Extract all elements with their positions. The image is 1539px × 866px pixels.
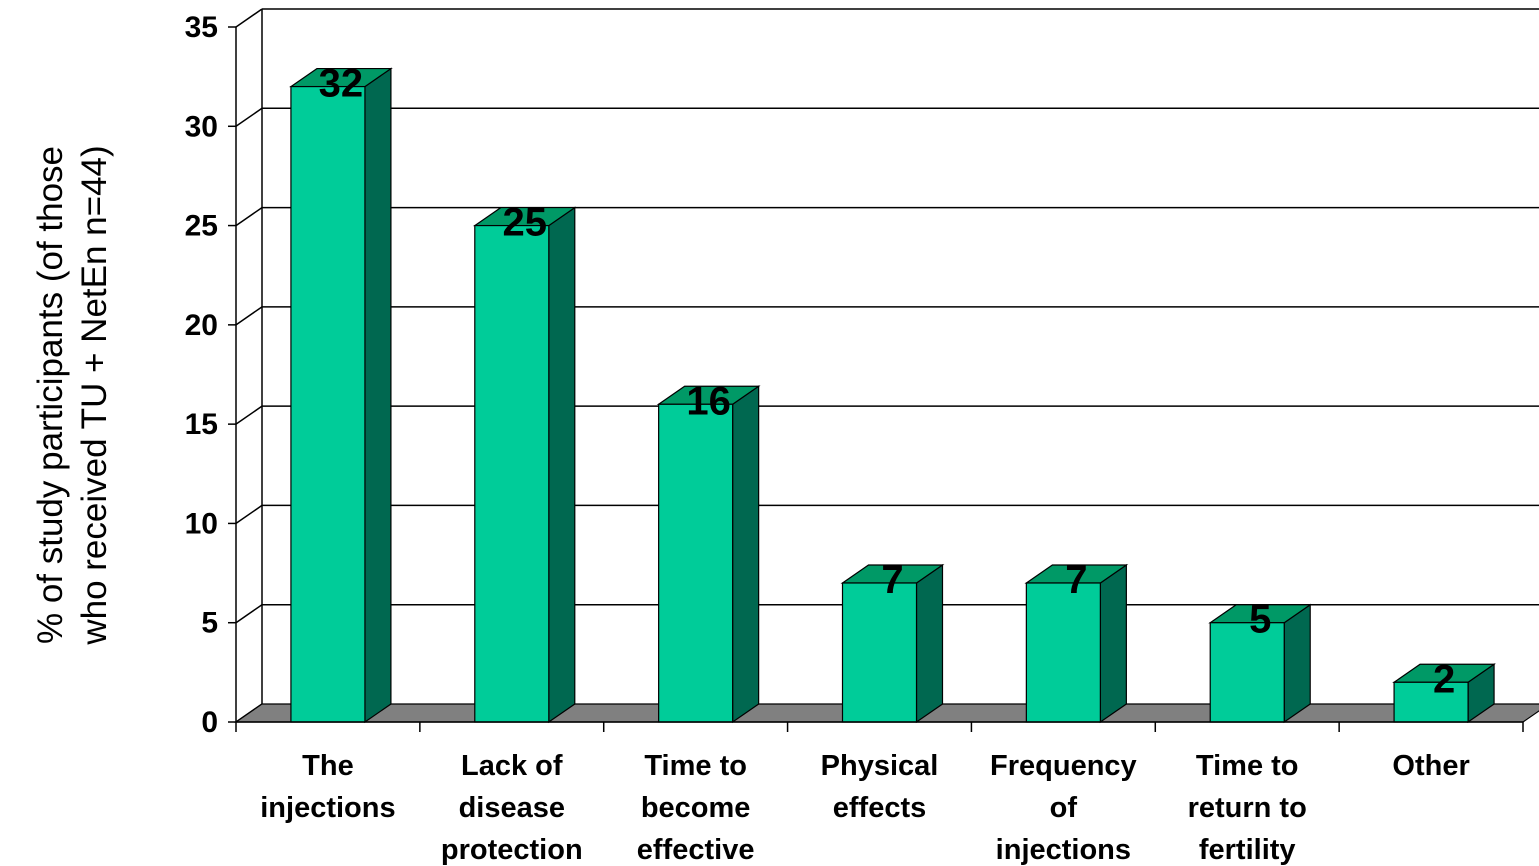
x-tick-label: protection	[441, 834, 583, 866]
data-label: 7	[1065, 558, 1087, 602]
data-label: 32	[319, 62, 364, 106]
wall-tick-line	[235, 8, 263, 28]
bar	[1208, 603, 1313, 724]
bar	[656, 385, 761, 724]
bar-side	[364, 67, 392, 724]
y-tick-label: 10	[185, 507, 218, 540]
wall-tick-line	[235, 504, 263, 525]
bar-side	[1283, 603, 1311, 724]
wall-tick-line	[235, 306, 263, 326]
bar-front	[290, 85, 366, 723]
x-tick-label: Time to	[1196, 750, 1299, 782]
y-tick-label: 5	[201, 607, 218, 640]
x-tick-label: effects	[833, 792, 927, 824]
wall-tick-line	[235, 405, 263, 425]
y-axis: 0 5 10 15 20 25 30 35	[185, 11, 237, 739]
y-tick-label: 25	[185, 210, 218, 243]
bar-front	[1393, 681, 1469, 723]
bar	[840, 563, 945, 724]
bar-front	[1209, 622, 1285, 723]
data-labels: 32 25 16 7 7 5 2	[319, 62, 1456, 702]
data-label: 25	[503, 201, 548, 245]
x-tick-label: effective	[637, 834, 755, 866]
y-tick-label: 30	[185, 110, 218, 143]
bar	[472, 206, 577, 724]
wall-tick-line	[235, 604, 263, 624]
bar-side	[548, 206, 576, 724]
y-tick-label: 15	[185, 408, 218, 441]
y-axis-title-line: who received TU + NetEn n=44)	[75, 145, 114, 645]
x-tick-label: Physical	[821, 750, 939, 782]
bar-front	[658, 403, 734, 723]
bar-front	[1025, 582, 1101, 723]
x-tick-label: Frequency	[990, 750, 1137, 782]
x-tick-label: of	[1050, 792, 1078, 824]
x-tick-label: disease	[459, 792, 565, 824]
bars	[289, 67, 1496, 724]
bar-side	[915, 563, 944, 724]
y-axis-title-line: % of study participants (of those	[31, 146, 70, 644]
x-tick-label: injections	[260, 792, 395, 824]
y-tick-label: 0	[201, 706, 218, 739]
data-label: 7	[881, 558, 903, 602]
x-tick-label: The	[302, 750, 354, 782]
bar	[289, 67, 393, 724]
bar-front	[474, 224, 550, 723]
data-label: 5	[1249, 598, 1271, 642]
bar	[1024, 563, 1129, 724]
wall-tick-line	[235, 107, 263, 127]
y-tick-label: 35	[185, 11, 218, 44]
bar	[1392, 663, 1496, 724]
x-tick-label: return to	[1188, 792, 1307, 824]
y-tick-label: 20	[185, 309, 218, 342]
bar-side	[1099, 563, 1127, 724]
wall-tick-line	[235, 206, 263, 227]
x-tick-label: Lack of	[461, 750, 563, 782]
bar-front	[841, 582, 918, 723]
data-label: 2	[1433, 657, 1455, 701]
bar-side	[732, 385, 760, 724]
x-tick-label: fertility	[1199, 834, 1296, 866]
data-label: 16	[686, 379, 731, 423]
x-axis: The injections Lack of disease protection Tim…	[235, 721, 1524, 866]
y-axis-title: % of study participants (of those who rec…	[31, 145, 114, 645]
x-tick-label: become	[641, 792, 751, 824]
x-tick-label: Other	[1392, 750, 1469, 782]
x-tick-label: Time to	[644, 750, 747, 782]
x-tick-label: injections	[996, 834, 1131, 866]
